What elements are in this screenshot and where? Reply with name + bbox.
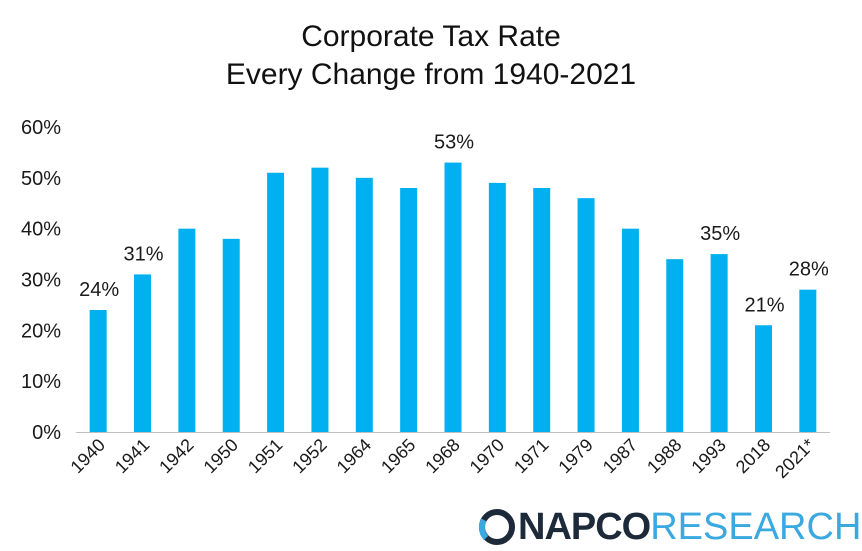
bar xyxy=(178,228,196,432)
x-tick-label: 1965 xyxy=(377,435,419,477)
bar xyxy=(89,310,107,432)
x-tick-label: 1950 xyxy=(200,435,242,477)
bar xyxy=(666,259,684,432)
chart-title-line-1: Corporate Tax Rate xyxy=(301,20,561,53)
x-tick-label: 1979 xyxy=(554,435,596,477)
data-label: 53% xyxy=(434,132,474,154)
bar xyxy=(533,188,551,432)
y-tick-label: 50% xyxy=(21,168,61,190)
bar xyxy=(444,162,462,433)
x-tick-label: 1941 xyxy=(111,435,153,477)
logo-research-text: RESEARCH xyxy=(650,506,862,548)
y-tick-label: 20% xyxy=(21,320,61,342)
x-tick-label: 1988 xyxy=(643,435,685,477)
bar xyxy=(355,177,373,432)
y-tick-label: 60% xyxy=(21,117,61,139)
bar xyxy=(621,228,639,432)
x-tick-label: 1940 xyxy=(67,435,109,477)
x-tick-label: 1968 xyxy=(421,435,463,477)
bar xyxy=(488,182,506,432)
bar xyxy=(400,188,418,432)
x-tick-label: 1952 xyxy=(288,435,330,477)
bar xyxy=(311,167,329,432)
chart-title-line-2: Every Change from 1940-2021 xyxy=(225,58,637,91)
bar xyxy=(577,198,595,432)
x-tick-label: 1951 xyxy=(244,435,286,477)
bar xyxy=(134,274,152,432)
data-label: 31% xyxy=(124,243,164,265)
bar xyxy=(799,289,817,432)
x-tick-label: 1964 xyxy=(333,435,375,477)
bar xyxy=(267,172,285,432)
napco-logo-icon xyxy=(478,509,515,545)
logo-napco-text: NAPCO xyxy=(518,506,651,548)
x-tick-label: 1971 xyxy=(510,435,552,477)
x-tick-label: 2018 xyxy=(732,435,774,477)
y-tick-label: 10% xyxy=(21,371,61,393)
data-label: 28% xyxy=(789,259,829,281)
chart-title: Corporate Tax Rate Every Change from 194… xyxy=(0,18,862,94)
x-tick-label: 2021* xyxy=(771,435,818,482)
x-tick-label: 1942 xyxy=(155,435,197,477)
y-tick-label: 40% xyxy=(21,219,61,241)
data-label: 24% xyxy=(79,279,119,301)
x-tick-label: 1993 xyxy=(687,435,729,477)
bar xyxy=(710,254,728,432)
napco-research-logo: NAPCO RESEARCH xyxy=(478,505,861,549)
y-tick-label: 30% xyxy=(21,270,61,292)
bar xyxy=(222,238,240,432)
data-label: 35% xyxy=(700,223,740,245)
bar xyxy=(754,325,772,432)
x-tick-label: 1970 xyxy=(466,435,508,477)
y-tick-label: 0% xyxy=(32,422,61,444)
data-label: 21% xyxy=(744,294,784,316)
x-tick-label: 1987 xyxy=(599,435,641,477)
